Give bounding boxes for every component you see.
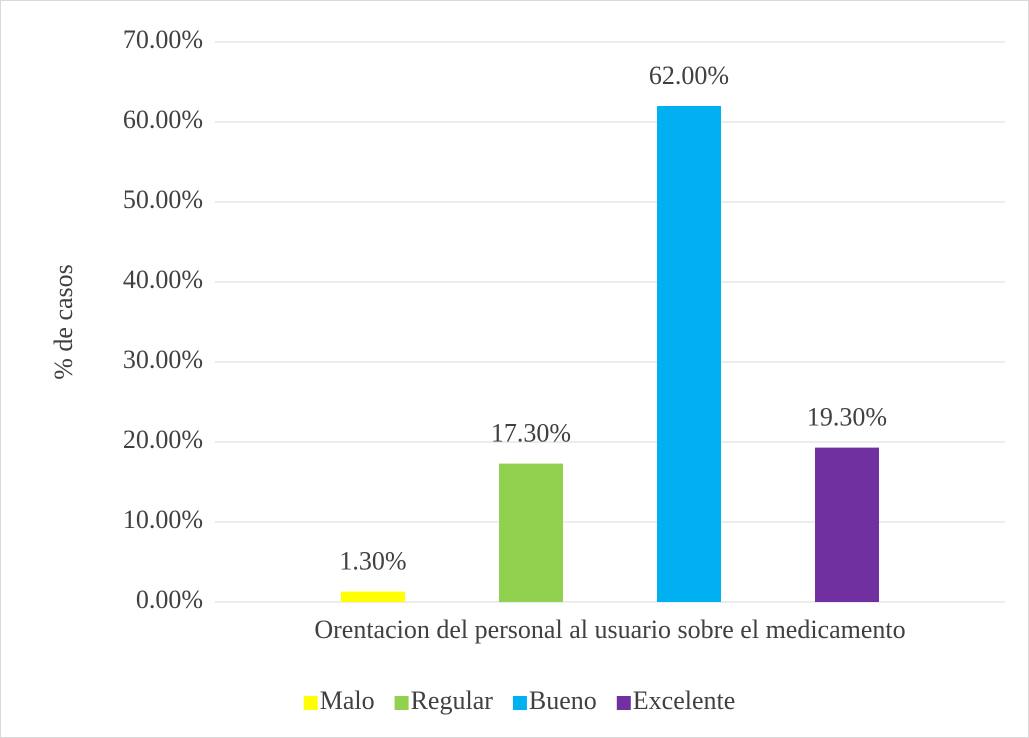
y-axis-label: % de casos (49, 264, 78, 380)
y-tick-label: 30.00% (123, 345, 203, 374)
bar (657, 106, 721, 602)
legend-label: Malo (320, 686, 375, 715)
legend-label: Excelente (633, 686, 736, 715)
data-label: 1.30% (339, 547, 406, 576)
legend-swatch (394, 696, 409, 710)
legend-swatch (616, 696, 631, 710)
data-label: 17.30% (491, 419, 571, 448)
legend-swatch (303, 696, 318, 710)
data-label: 19.30% (807, 403, 887, 432)
y-tick-label: 50.00% (123, 185, 203, 214)
y-tick-label: 70.00% (123, 25, 203, 54)
y-tick-label: 20.00% (123, 425, 203, 454)
bar (341, 591, 405, 602)
bar (815, 447, 879, 602)
y-tick-label: 10.00% (123, 505, 203, 534)
y-tick-label: 0.00% (136, 585, 203, 614)
data-label: 62.00% (649, 61, 729, 90)
y-tick-label: 60.00% (123, 105, 203, 134)
y-tick-label: 40.00% (123, 265, 203, 294)
legend-label: Regular (411, 686, 494, 715)
legend-label: Bueno (529, 686, 597, 715)
x-tick-label: Orentacion del personal al usuario sobre… (314, 615, 905, 644)
bar (499, 463, 563, 602)
legend-swatch (512, 696, 527, 710)
